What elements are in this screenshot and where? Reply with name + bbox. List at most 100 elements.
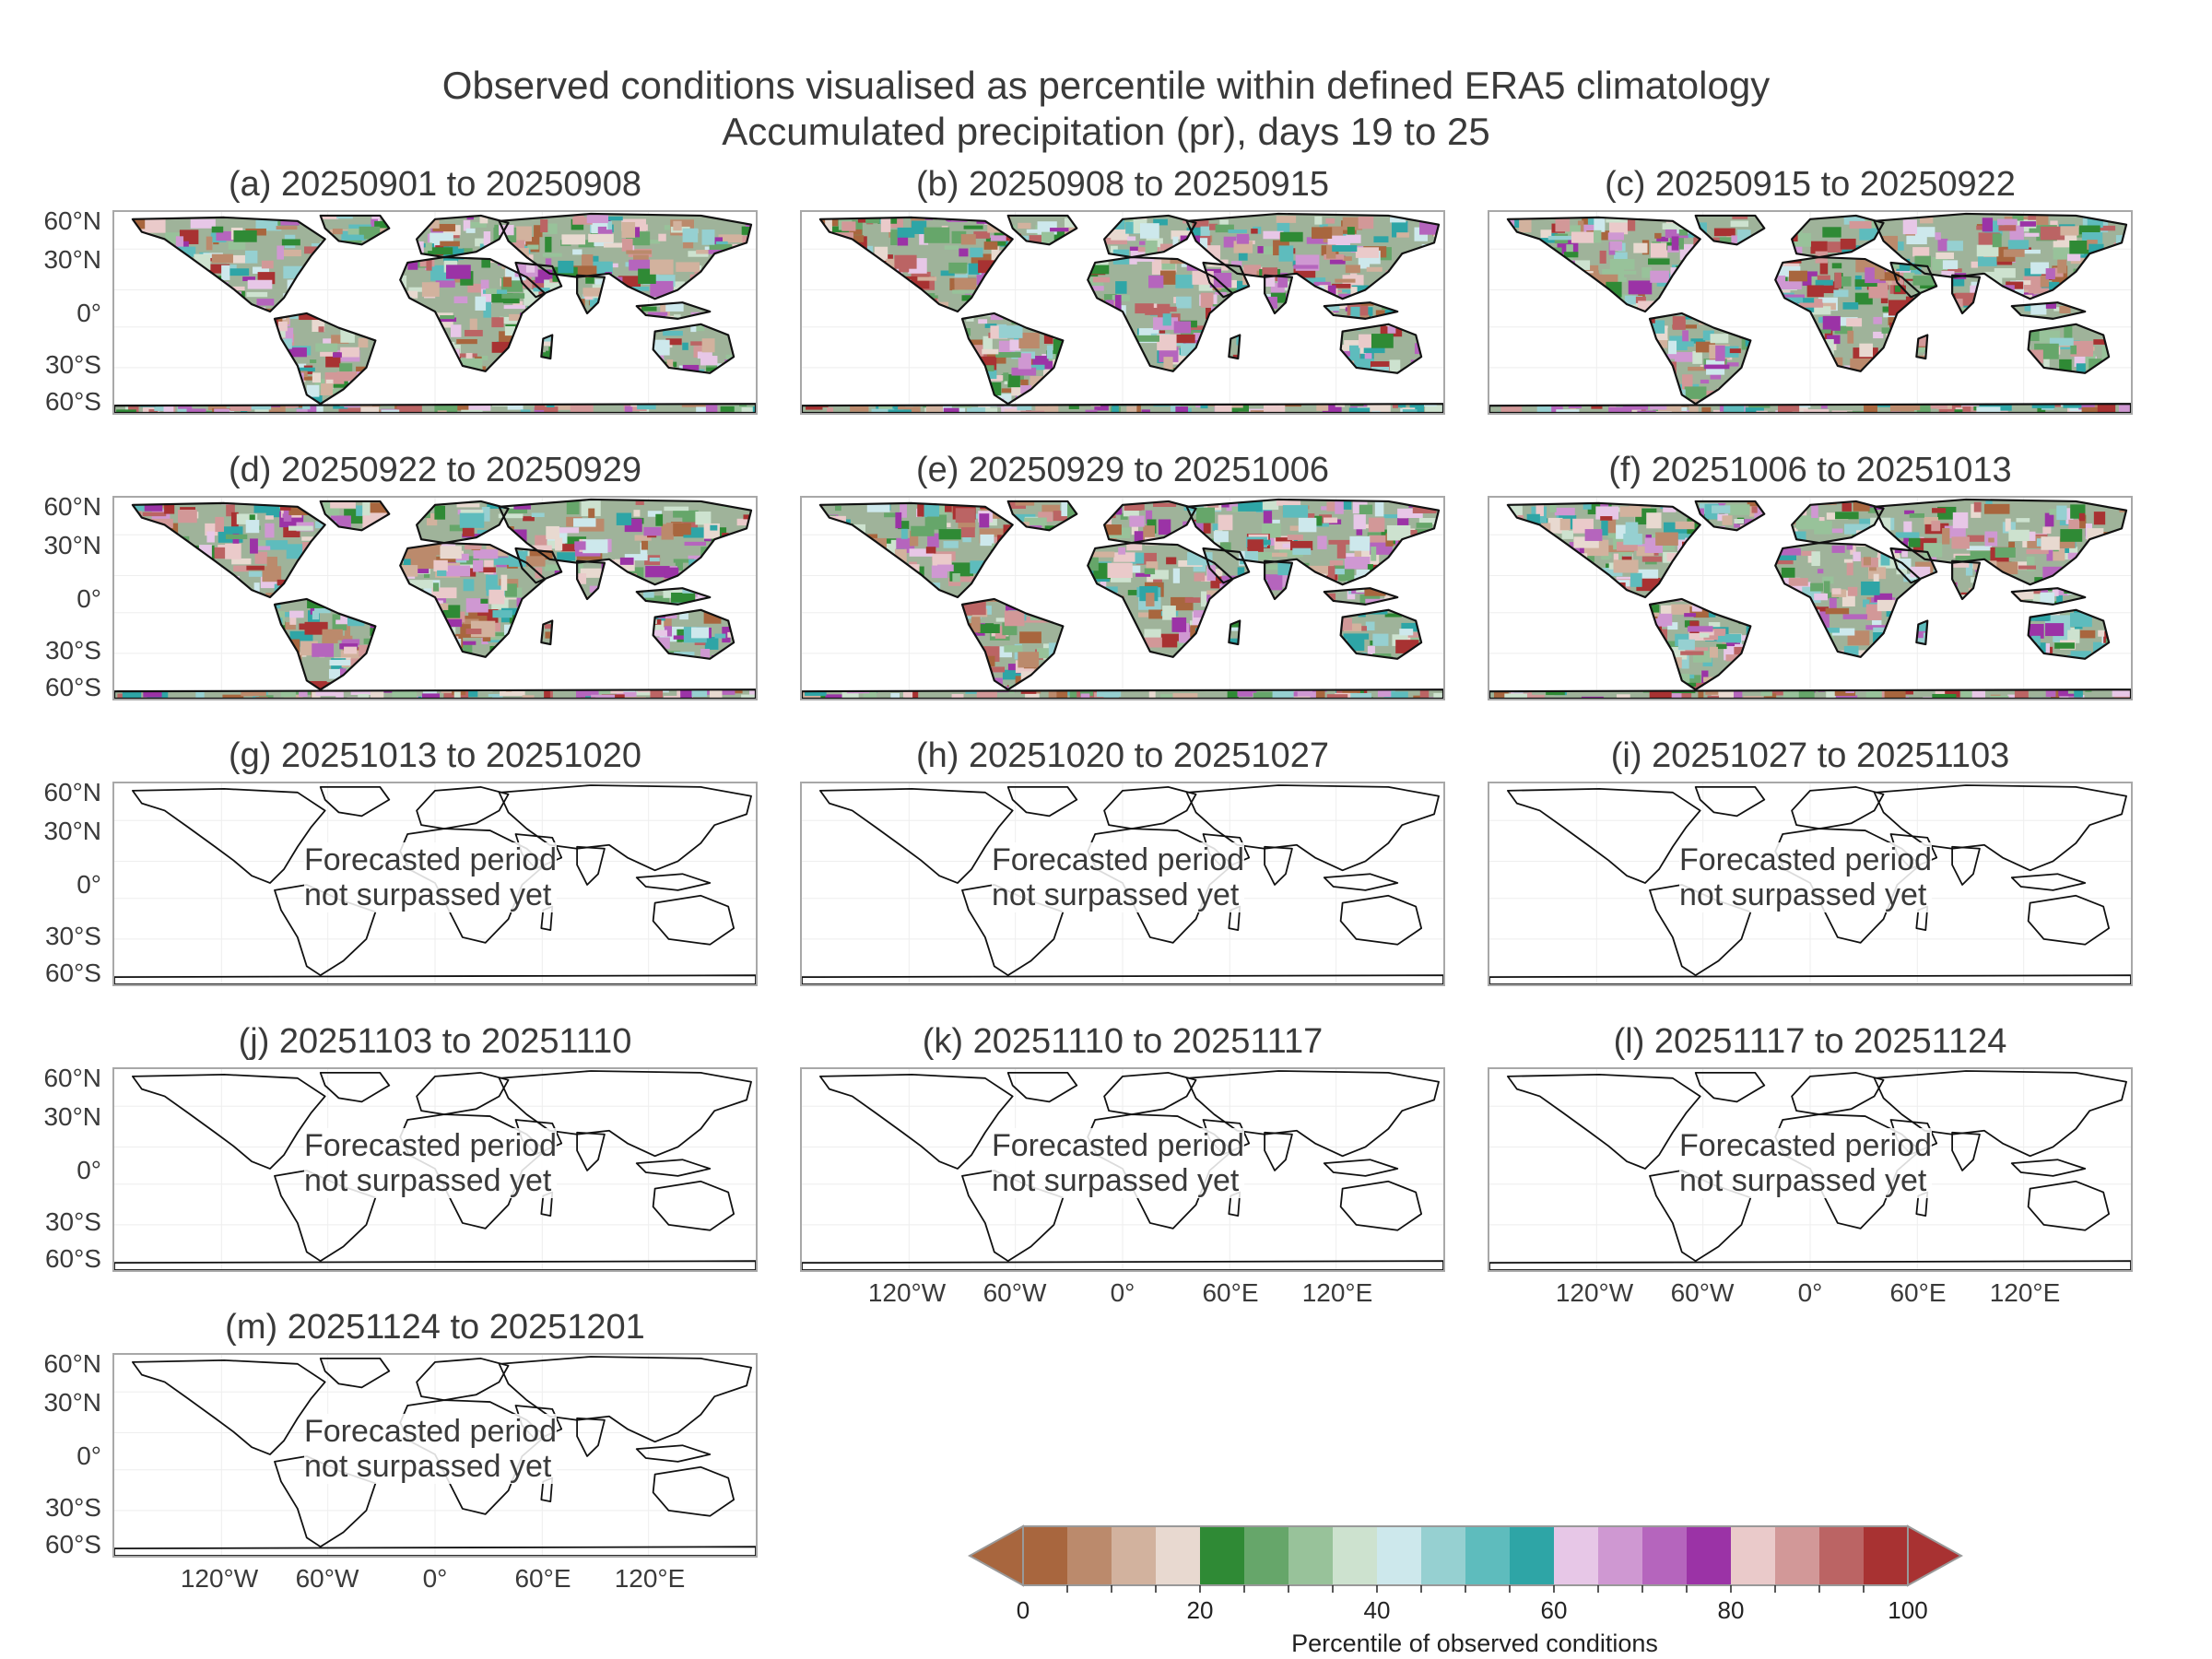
colorbar-segment — [1288, 1526, 1334, 1585]
colorbar-over-arrow — [1907, 1524, 1964, 1587]
lat-tick-label: 30°N — [43, 531, 101, 559]
panel-title: (h) 20251020 to 20251027 — [916, 736, 1329, 775]
map-panel: Forecasted period not surpassed yet — [800, 1067, 1445, 1272]
map-panel — [112, 496, 758, 700]
lon-tick-label: 60°E — [1202, 1278, 1259, 1307]
lat-tick-label: 60°N — [43, 492, 101, 521]
panel-title: (b) 20250908 to 20250915 — [916, 165, 1329, 204]
lat-tick-label: 30°N — [43, 1102, 101, 1131]
lon-tick-label: 120°E — [1989, 1278, 2061, 1307]
world-map — [802, 212, 1443, 413]
lon-tick-label: 60°W — [982, 1278, 1047, 1307]
colorbar-tick-label: 0 — [1016, 1596, 1030, 1624]
no-data-line2: not surpassed yet — [1679, 877, 1927, 912]
map-panel: Forecasted period not surpassed yet — [112, 1353, 758, 1558]
lon-tick-label: 60°E — [1889, 1278, 1947, 1307]
no-data-line1: Forecasted period — [992, 842, 1245, 877]
world-map — [114, 498, 756, 699]
lat-tick-label: 30°S — [44, 350, 101, 379]
figure-subtitle: Accumulated precipitation (pr), days 19 … — [722, 110, 1490, 153]
panel-title: (k) 20251110 to 20251117 — [922, 1022, 1324, 1061]
coastlines — [1489, 498, 2131, 699]
no-data-line2: not surpassed yet — [304, 877, 552, 912]
colorbar-segment — [1775, 1526, 1820, 1585]
no-data-line2: not surpassed yet — [304, 1449, 552, 1484]
map-panel: Forecasted period not surpassed yet — [1488, 1067, 2133, 1272]
colorbar-tick-label: 80 — [1717, 1596, 1745, 1624]
no-data-line1: Forecasted period — [304, 842, 558, 877]
no-data-message: Forecasted period not surpassed yet — [304, 842, 558, 912]
world-map — [1489, 498, 2131, 699]
lon-tick-label: 0° — [422, 1564, 448, 1593]
colorbar-segment — [1510, 1526, 1555, 1585]
lon-tick-label: 0° — [1110, 1278, 1135, 1307]
lat-tick-label: 60°S — [44, 673, 101, 701]
world-map — [1489, 212, 2131, 413]
coastlines — [802, 212, 1443, 413]
colorbar-tick-label: 60 — [1540, 1596, 1568, 1624]
no-data-line1: Forecasted period — [1679, 1128, 1933, 1163]
colorbar-segment — [1112, 1526, 1157, 1585]
lat-tick-label: 0° — [76, 1156, 101, 1184]
lat-tick-label: 30°N — [43, 245, 101, 274]
colorbar-segment — [1023, 1526, 1068, 1585]
panel-title: (i) 20251027 to 20251103 — [1610, 736, 2010, 775]
colorbar-segment — [1598, 1526, 1643, 1585]
no-data-message: Forecasted period not surpassed yet — [304, 1414, 558, 1484]
colorbar-tick-label: 40 — [1363, 1596, 1391, 1624]
coastlines — [802, 498, 1443, 699]
colorbar-tick-label: 20 — [1186, 1596, 1214, 1624]
coastlines — [1489, 212, 2131, 413]
lon-tick-label: 120°W — [1555, 1278, 1634, 1307]
colorbar-segment — [1156, 1526, 1201, 1585]
colorbar-segment — [1333, 1526, 1378, 1585]
no-data-line2: not surpassed yet — [992, 877, 1240, 912]
lat-tick-label: 60°S — [44, 1244, 101, 1273]
figure-title: Observed conditions visualised as percen… — [441, 64, 1771, 107]
map-panel — [1488, 496, 2133, 700]
lon-tick-label: 60°W — [1670, 1278, 1735, 1307]
no-data-message: Forecasted period not surpassed yet — [304, 1128, 558, 1198]
world-map — [114, 212, 756, 413]
lat-tick-label: 60°N — [43, 778, 101, 806]
no-data-message: Forecasted period not surpassed yet — [992, 1128, 1245, 1198]
colorbar-segment — [1864, 1526, 1909, 1585]
lat-tick-label: 30°S — [44, 922, 101, 950]
colorbar-segment — [1731, 1526, 1776, 1585]
no-data-line1: Forecasted period — [1679, 842, 1933, 877]
lat-tick-label: 60°N — [43, 1064, 101, 1092]
panel-title: (f) 20251006 to 20251013 — [1608, 451, 2012, 489]
lat-tick-label: 30°S — [44, 1207, 101, 1236]
lon-tick-label: 120°E — [1301, 1278, 1373, 1307]
colorbar-segment — [1244, 1526, 1289, 1585]
coastlines — [114, 212, 756, 413]
lon-tick-label: 0° — [1797, 1278, 1823, 1307]
colorbar-segment — [1554, 1526, 1599, 1585]
lat-tick-label: 30°S — [44, 636, 101, 665]
world-map — [114, 783, 756, 984]
colorbar-segment — [1465, 1526, 1511, 1585]
panel-title: (c) 20250915 to 20250922 — [1605, 165, 2016, 204]
lat-tick-label: 0° — [76, 1441, 101, 1470]
lat-tick-label: 60°N — [43, 1349, 101, 1378]
colorbar-bar — [967, 1524, 1964, 1593]
colorbar-segment — [1421, 1526, 1466, 1585]
lat-tick-label: 60°S — [44, 959, 101, 987]
map-panel: Forecasted period not surpassed yet — [800, 782, 1445, 986]
map-panel — [112, 210, 758, 415]
lon-tick-label: 120°E — [614, 1564, 686, 1593]
colorbar-segment — [1377, 1526, 1422, 1585]
colorbar-under-arrow — [967, 1524, 1024, 1587]
panel-title: (l) 20251117 to 20251124 — [1613, 1022, 2007, 1061]
lat-tick-label: 30°N — [43, 817, 101, 845]
lat-tick-label: 0° — [76, 584, 101, 613]
lat-tick-label: 0° — [76, 870, 101, 899]
no-data-line2: not surpassed yet — [304, 1163, 552, 1198]
lat-tick-label: 60°S — [44, 387, 101, 416]
no-data-line1: Forecasted period — [304, 1414, 558, 1449]
coastlines — [114, 498, 756, 699]
colorbar-segment — [1642, 1526, 1688, 1585]
no-data-line2: not surpassed yet — [992, 1163, 1240, 1198]
map-panel: Forecasted period not surpassed yet — [112, 782, 758, 986]
